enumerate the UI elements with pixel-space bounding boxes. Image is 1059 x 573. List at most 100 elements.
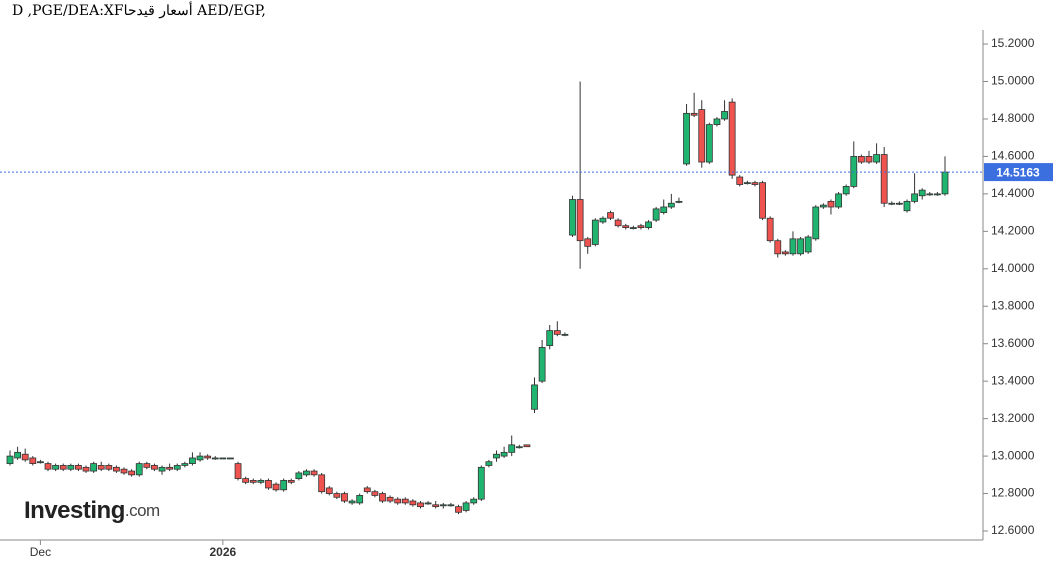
y-tick-label: 15.2000 — [991, 36, 1035, 50]
y-tick-label: 15.0000 — [991, 74, 1035, 88]
candle-body — [645, 221, 652, 228]
candle-body — [880, 154, 888, 204]
candle-body — [523, 444, 531, 448]
candle-body — [705, 124, 713, 163]
candle-body — [447, 504, 455, 507]
candle-body — [759, 182, 766, 219]
candle-body — [417, 502, 424, 508]
candle-body — [151, 465, 158, 470]
candle-body — [265, 480, 272, 489]
candle-body — [933, 193, 941, 196]
candle-body — [743, 182, 751, 185]
candle-body — [789, 238, 797, 255]
candle-body — [698, 109, 706, 163]
candle-body — [895, 202, 903, 205]
candle-body — [455, 506, 462, 513]
candle-body — [835, 193, 842, 208]
candle-body — [318, 474, 326, 493]
candle-body — [82, 466, 90, 472]
candle-body — [67, 465, 75, 470]
candle-body — [827, 200, 835, 208]
candle-body — [812, 206, 820, 240]
candle-body — [90, 463, 98, 472]
candle-body — [622, 225, 630, 228]
logo: Investing.com — [24, 497, 160, 524]
candle-body — [242, 478, 250, 483]
y-tick-label: 14.6000 — [991, 149, 1035, 163]
candle-body — [257, 480, 265, 483]
candle-body — [120, 468, 128, 474]
candle-body — [751, 182, 759, 185]
candle-body — [143, 463, 151, 468]
candle-body — [804, 236, 812, 253]
y-tick-label: 14.8000 — [991, 111, 1035, 125]
candle-body — [227, 457, 234, 460]
last-price-box — [984, 163, 1053, 182]
candle-body — [439, 504, 447, 507]
x-tick-label: Dec — [30, 545, 51, 559]
y-tick-label: 14.2000 — [991, 224, 1035, 238]
candle-body — [888, 202, 896, 205]
candle-body — [295, 472, 303, 479]
candle-body — [363, 487, 371, 493]
candle-body — [873, 154, 880, 163]
candle-body — [37, 461, 44, 464]
candle-body — [584, 238, 592, 247]
candle-body — [781, 251, 789, 255]
candle-body — [713, 118, 721, 125]
y-tick-label: 13.8000 — [991, 298, 1035, 312]
candle-body — [774, 240, 782, 255]
candle-body — [531, 384, 538, 410]
candle-body — [576, 199, 584, 242]
last-price-label: 14.5163 — [996, 165, 1040, 179]
candle-body — [272, 483, 280, 491]
candle-body — [234, 463, 242, 479]
candle-body — [675, 200, 683, 203]
y-tick-label: 12.8000 — [991, 486, 1035, 500]
candle-body — [219, 457, 227, 460]
candle-body — [280, 480, 288, 491]
candle-body — [561, 333, 569, 336]
candle-body — [166, 466, 174, 470]
candle-body — [629, 227, 637, 229]
candle-body — [911, 193, 918, 202]
y-tick-label: 14.0000 — [991, 261, 1035, 275]
candle-body — [97, 465, 105, 470]
y-tick-label: 13.0000 — [991, 448, 1035, 462]
candle-body — [553, 330, 561, 335]
candle-body — [797, 238, 804, 255]
candle-body — [728, 101, 736, 176]
candle-body — [394, 498, 402, 504]
logo-suffix: .com — [125, 501, 160, 520]
candle-body — [14, 451, 22, 459]
candle-body — [591, 219, 599, 245]
candle-body — [128, 470, 136, 476]
candle-body — [386, 496, 394, 502]
candle-body — [538, 347, 546, 382]
candle-body — [325, 487, 333, 494]
candle-body — [500, 451, 508, 457]
candle-body — [508, 444, 516, 453]
logo-main: Investing — [24, 497, 125, 524]
candle-body — [333, 493, 341, 498]
candle-body — [569, 199, 576, 236]
candle-body — [477, 466, 485, 500]
candle-body — [850, 156, 858, 187]
candle-body — [637, 225, 645, 228]
candle-body — [690, 112, 698, 116]
candle-body — [470, 498, 478, 504]
candle-body — [660, 206, 668, 214]
candle-body — [409, 500, 417, 506]
candle-body — [941, 171, 949, 195]
candle-body — [401, 498, 409, 504]
candle-body — [105, 465, 113, 470]
candle-body — [432, 504, 440, 508]
y-tick-label: 13.2000 — [991, 411, 1035, 425]
candle-body — [356, 495, 364, 504]
candle-body — [857, 156, 865, 163]
candle-body — [303, 470, 310, 476]
candle-body — [918, 189, 926, 197]
candle-body — [493, 453, 500, 459]
y-tick-label: 12.6000 — [991, 523, 1035, 537]
